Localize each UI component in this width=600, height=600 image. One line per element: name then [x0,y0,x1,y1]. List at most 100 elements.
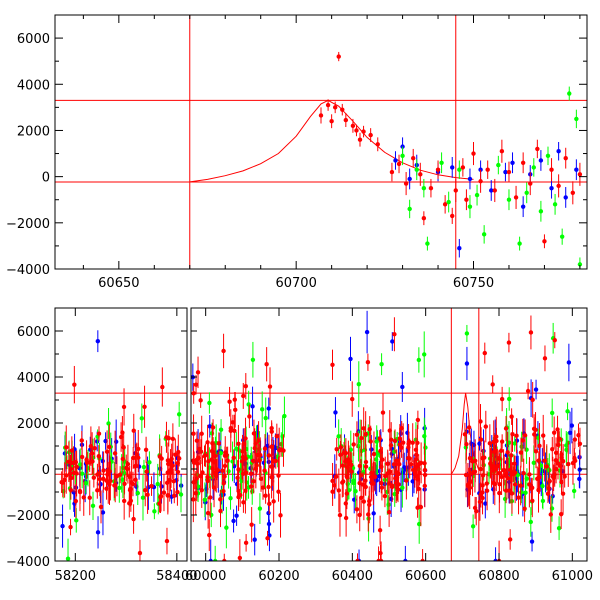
bottom-point-red [528,330,534,335]
bottom-point-red [509,414,514,419]
bottom-point-red [267,384,273,389]
bottom-left-frame [54,307,188,562]
bottom-point-green [507,396,512,402]
bottom-point-red [333,474,339,479]
bottom-point-red [536,458,541,463]
top-point-green [574,116,579,122]
bottom-point-green [540,483,545,489]
bottom-point-red [198,398,203,403]
bottom-point-red [556,442,561,448]
top-point-blue [563,195,568,200]
bottom-point-red [225,458,230,463]
top-point-blue [538,158,544,163]
bottom-point-red [391,462,397,467]
bottom-point-green [117,485,122,491]
bottom-left-plot-area [55,330,187,561]
bottom-point-green [464,331,470,336]
bottom-point-red [68,487,74,493]
bottom-point-red [351,442,356,447]
bottom-point-red [131,428,136,433]
bottom-point-red [378,558,384,561]
bottom-point-green [531,460,537,466]
bottom-point-red [132,464,138,469]
bottom-point-red [208,495,213,500]
bottom-point-red [269,425,274,431]
top-point-red [411,155,416,161]
bottom-x-tick-label: 60200 [258,569,299,584]
top-point-blue [450,165,455,170]
top-point-red [396,161,402,167]
bottom-point-red [143,487,148,493]
top-point-red [549,167,554,172]
bottom-point-red [269,464,274,469]
bottom-point-red [193,491,198,496]
bottom-point-green [228,495,233,501]
top-x-tick-label: 60650 [98,276,139,291]
bottom-point-red [207,532,212,538]
top-axes: 60650 60700 60750 −4000 −2000 0 2000 400… [6,14,588,291]
bottom-point-red [266,453,272,458]
bottom-point-red [512,482,518,487]
top-point-red [535,146,540,152]
top-point-red [361,129,366,134]
bottom-point-red [484,488,490,493]
bottom-point-red [490,382,495,387]
bottom-point-green [523,490,528,495]
bottom-point-red [227,399,232,404]
bottom-point-red [271,499,276,504]
bottom-y-ticks: −4000 −2000 0 2000 4000 6000 [6,325,50,570]
bottom-point-red [258,452,263,458]
top-point-red [375,142,380,147]
bottom-point-red [205,510,211,516]
bottom-point-red [172,493,177,498]
bottom-y-tick-label: −4000 [6,555,50,570]
bottom-point-red [198,473,203,479]
bottom-point-blue [364,329,370,335]
bottom-point-red [265,536,270,541]
top-point-blue [457,246,462,251]
bottom-point-green [74,518,79,523]
bottom-point-green [176,412,182,417]
bottom-point-blue [464,361,470,366]
bottom-point-red [59,479,64,485]
bottom-point-red [221,348,226,354]
bottom-point-red [202,453,207,459]
top-point-red [485,167,490,172]
bottom-right-plot-area [191,308,587,561]
bottom-point-red [529,485,535,490]
bottom-point-red [550,446,555,452]
top-point-blue [407,176,412,182]
bottom-point-red [553,466,559,472]
bottom-point-red [235,475,240,481]
bottom-point-red [415,417,421,423]
bottom-point-red [548,512,554,517]
bottom-point-red [518,483,523,488]
bottom-point-red [98,504,104,510]
bottom-point-red [530,397,535,403]
bottom-point-red [125,462,131,467]
bottom-point-green [336,434,341,439]
bottom-point-red [392,438,398,444]
bottom-x-tick-label: 60000 [185,569,226,584]
bottom-point-red [416,461,421,467]
top-point-red [435,167,441,172]
bottom-point-red [392,332,397,337]
bottom-point-red [263,493,268,498]
bottom-point-red [415,477,420,482]
bottom-point-red [231,455,236,461]
bottom-point-red [369,481,375,486]
bottom-point-red [506,340,512,345]
bottom-point-red [233,407,238,413]
bottom-point-green [239,478,244,483]
bottom-point-red [159,456,164,461]
bottom-point-red [247,414,252,419]
bottom-point-red [535,476,540,481]
bottom-point-green [90,503,96,509]
bottom-point-red [161,490,167,495]
top-point-red [450,213,455,219]
top-frame [54,14,588,270]
top-point-green [524,190,529,195]
bottom-point-red [87,495,92,500]
bottom-point-blue [483,501,488,506]
top-point-green [425,241,430,246]
